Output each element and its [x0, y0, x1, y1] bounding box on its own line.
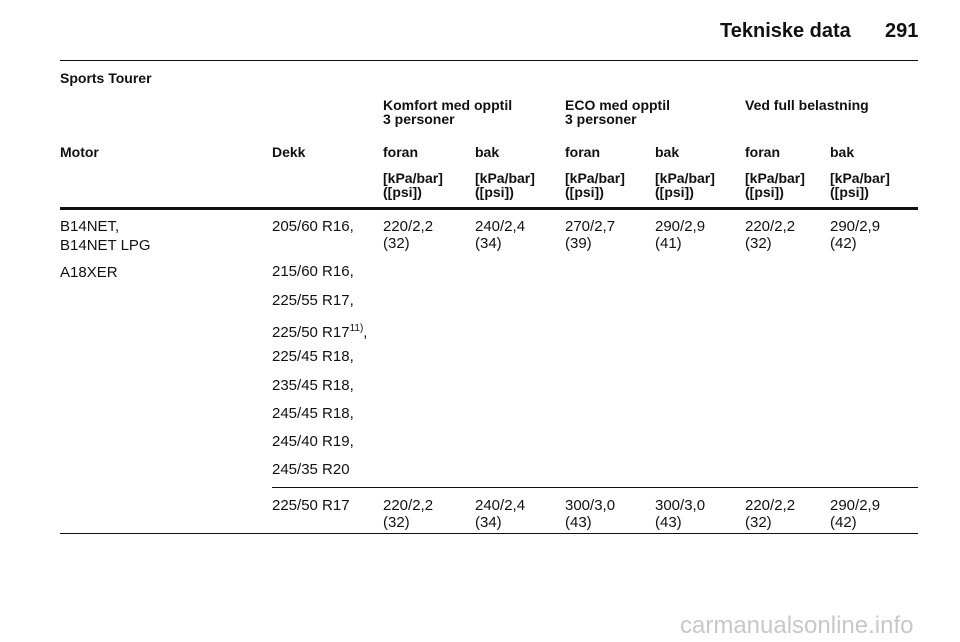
pressure: (39) [565, 235, 592, 252]
pressure: (32) [383, 514, 410, 531]
tire: 225/50 R17 [272, 497, 350, 514]
pressure: 290/2,9 [655, 218, 706, 235]
unit: [kPa/bar] [655, 170, 715, 186]
unit: [kPa/bar] [475, 170, 535, 186]
watermark: carmanualsonline.info [680, 612, 914, 639]
group-header: 3 personer [565, 111, 637, 127]
motor: B14NET LPG [60, 237, 151, 254]
rule [272, 487, 918, 488]
pressure: (34) [475, 235, 502, 252]
tire: 215/60 R16, [272, 263, 354, 280]
pressure: 220/2,2 [745, 497, 796, 514]
column-header: bak [655, 144, 680, 160]
page-title: Tekniske data [720, 20, 851, 42]
pressure: (41) [655, 235, 682, 252]
tire: 245/45 R18, [272, 405, 354, 422]
pressure: 270/2,7 [565, 218, 616, 235]
column-header: bak [475, 144, 500, 160]
tire: 225/45 R18, [272, 348, 354, 365]
tire: 245/40 R19, [272, 433, 354, 450]
column-header: foran [565, 144, 600, 160]
pressure: (32) [383, 235, 410, 252]
unit: ([psi]) [383, 184, 422, 200]
group-header: Ved full belastning [745, 97, 869, 113]
section-title: Sports Tourer [60, 70, 152, 86]
tire: 235/45 R18, [272, 377, 354, 394]
motor: A18XER [60, 264, 118, 281]
column-header: foran [383, 144, 418, 160]
pressure: (32) [745, 235, 772, 252]
tire: 245/35 R20 [272, 461, 350, 478]
rule [60, 207, 918, 210]
pressure: 240/2,4 [475, 497, 526, 514]
tire-size: 225/50 R17 [272, 324, 350, 341]
tire: 205/60 R16, [272, 218, 354, 235]
pressure: (34) [475, 514, 502, 531]
unit: ([psi]) [565, 184, 604, 200]
pressure: 220/2,2 [383, 497, 434, 514]
page-number: 291 [885, 20, 919, 42]
unit: ([psi]) [655, 184, 694, 200]
column-header: bak [830, 144, 855, 160]
pressure: 290/2,9 [830, 218, 881, 235]
column-header: Motor [60, 144, 99, 160]
pressure: (42) [830, 235, 857, 252]
pressure: 220/2,2 [745, 218, 796, 235]
pressure: (43) [655, 514, 682, 531]
unit: [kPa/bar] [745, 170, 805, 186]
pressure: (32) [745, 514, 772, 531]
motor: B14NET, [60, 218, 120, 235]
pressure: 220/2,2 [383, 218, 434, 235]
group-header: Komfort med opptil [383, 97, 513, 113]
rule [60, 533, 918, 534]
pressure: 240/2,4 [475, 218, 526, 235]
unit: ([psi]) [745, 184, 784, 200]
punctuation: , [363, 324, 368, 341]
tire: 225/50 R1711), [272, 320, 367, 341]
unit: [kPa/bar] [830, 170, 890, 186]
pressure: (43) [565, 514, 592, 531]
group-header: 3 personer [383, 111, 455, 127]
rule [60, 60, 918, 61]
pressure: (42) [830, 514, 857, 531]
group-header: ECO med opptil [565, 97, 670, 113]
pressure: 290/2,9 [830, 497, 881, 514]
tire: 225/55 R17, [272, 292, 354, 309]
column-header: Dekk [272, 144, 306, 160]
pressure: 300/3,0 [655, 497, 706, 514]
unit: ([psi]) [830, 184, 869, 200]
unit: [kPa/bar] [383, 170, 443, 186]
unit: [kPa/bar] [565, 170, 625, 186]
unit: ([psi]) [475, 184, 514, 200]
footnote-ref: 11) [349, 323, 364, 334]
pressure: 300/3,0 [565, 497, 616, 514]
column-header: foran [745, 144, 780, 160]
